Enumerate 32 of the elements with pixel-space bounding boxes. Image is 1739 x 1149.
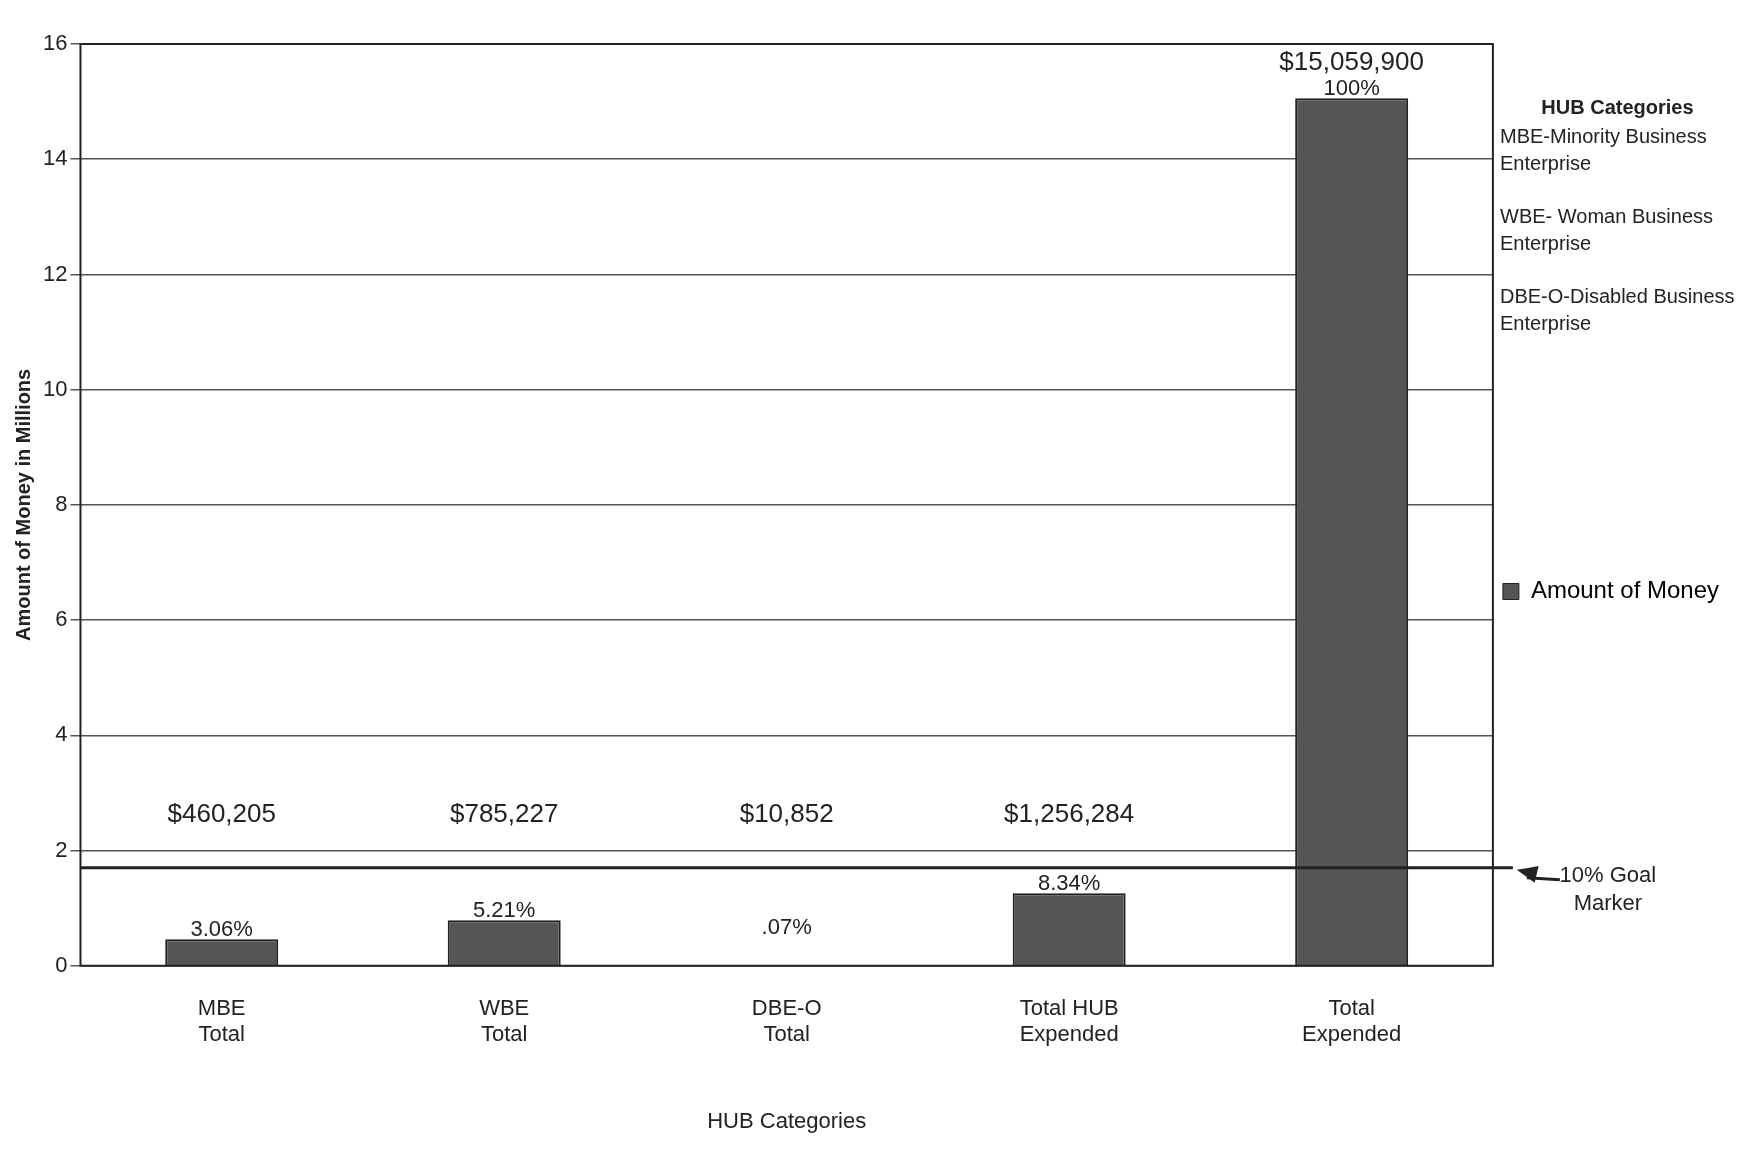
y-tick-label: 10 <box>42 375 68 401</box>
y-tick-label: 2 <box>55 836 68 862</box>
annotation: $10,852 <box>739 797 834 828</box>
annotation: 100% <box>1323 75 1380 101</box>
annotation: 8.34% <box>1037 870 1101 896</box>
text: MBE-Minority Business Enterprise <box>1500 124 1708 176</box>
text: DBE-O-Disabled Business Enterprise <box>1500 284 1735 336</box>
legend-label: Amount of Money <box>1530 576 1720 604</box>
text: WBE- Woman Business Enterprise <box>1500 204 1715 256</box>
annotation: 3.06% <box>190 916 253 942</box>
y-tick-label: 0 <box>55 951 68 977</box>
x-tick-label: Total Expended <box>1302 995 1402 1047</box>
y-tick-label: 4 <box>55 721 68 747</box>
x-axis-title: HUB Categories <box>707 1107 867 1133</box>
annotation: $460,205 <box>167 797 276 828</box>
annotation: $785,227 <box>449 797 559 828</box>
y-tick-label: 6 <box>55 606 68 632</box>
x-tick-label: Total HUB Expended <box>1019 995 1119 1047</box>
y-tick-label: 12 <box>42 260 68 286</box>
y-tick-label: 14 <box>42 145 68 171</box>
text: HUB Categories <box>1540 96 1695 119</box>
x-tick-label: WBE Total <box>479 995 530 1047</box>
annotation: $15,059,900 <box>1279 46 1424 77</box>
annotation: $1,256,284 <box>1004 797 1135 828</box>
y-tick-label: 8 <box>55 490 68 516</box>
legend-label: 10% Goal Marker <box>1559 861 1657 915</box>
annotation: 5.21% <box>473 897 536 923</box>
x-tick-label: DBE-O Total <box>751 995 822 1047</box>
x-tick-label: MBE Total <box>197 995 246 1047</box>
annotation: .07% <box>761 914 812 940</box>
y-tick-label: 16 <box>42 30 68 56</box>
y-axis-title: Amount of Money in Millions <box>11 368 34 641</box>
